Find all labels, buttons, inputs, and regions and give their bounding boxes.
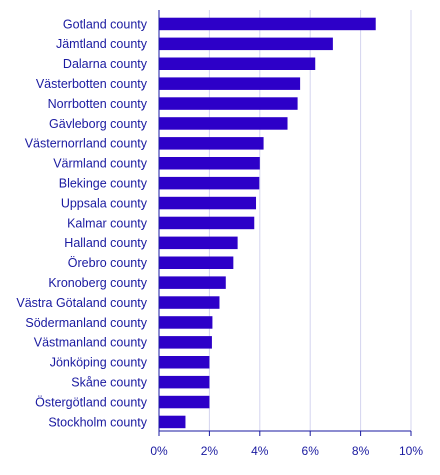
bar	[159, 176, 260, 190]
bar	[159, 157, 260, 170]
category-label: Södermanland county	[25, 316, 147, 330]
category-label: Gotland county	[63, 17, 148, 31]
bar	[159, 137, 264, 150]
category-label: Dalarna county	[63, 57, 148, 71]
bar	[159, 236, 238, 250]
bar	[159, 415, 186, 429]
category-label: Östergötland county	[35, 395, 148, 409]
bar	[159, 196, 257, 210]
category-label: Kronoberg county	[48, 276, 147, 290]
category-label: Jämtland county	[56, 37, 148, 51]
bar	[159, 256, 234, 269]
bar	[159, 276, 226, 289]
bar	[159, 57, 316, 70]
x-tick-label: 2%	[201, 444, 219, 458]
category-label: Värmland county	[53, 157, 148, 171]
category-label: Jönköping county	[50, 356, 148, 370]
category-label: Västernorrland county	[25, 137, 148, 151]
x-axis: 0% 2% 4% 6% 8% 10%	[150, 10, 423, 458]
category-label: Västerbotten county	[36, 77, 148, 91]
category-label: Norrbotten county	[48, 97, 148, 111]
bar	[159, 356, 210, 369]
x-tick-label: 0%	[150, 444, 168, 458]
x-tick-label: 10%	[399, 444, 423, 458]
category-label: Västmanland county	[34, 336, 148, 350]
bar	[159, 77, 301, 90]
bars	[159, 17, 376, 429]
x-tick-label: 4%	[251, 444, 269, 458]
bar	[159, 97, 298, 110]
category-label: Stockholm county	[48, 415, 147, 429]
category-label: Uppsala county	[61, 196, 148, 210]
bar	[159, 395, 210, 409]
x-tick-label: 6%	[302, 444, 320, 458]
category-label: Västra Götaland county	[16, 296, 147, 310]
bar	[159, 17, 376, 31]
category-label: Kalmar county	[67, 216, 148, 230]
category-label: Örebro county	[68, 256, 148, 270]
category-label: Skåne county	[71, 375, 147, 389]
category-labels: Gotland county Jämtland county Dalarna cou…	[16, 17, 147, 429]
category-label: Gävleborg county	[49, 117, 148, 131]
x-tick-label: 8%	[352, 444, 370, 458]
bar	[159, 316, 213, 329]
bar	[159, 375, 210, 389]
category-label: Blekinge county	[59, 176, 148, 190]
bar	[159, 216, 255, 230]
bar	[159, 296, 220, 309]
bar	[159, 117, 288, 130]
category-label: Halland county	[64, 236, 147, 250]
bar	[159, 37, 333, 51]
bar	[159, 336, 212, 349]
